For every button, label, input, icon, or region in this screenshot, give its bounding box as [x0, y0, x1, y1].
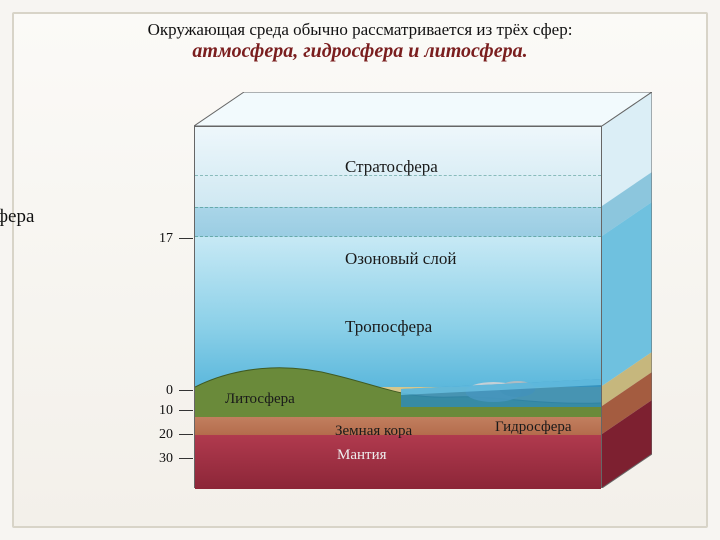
cube-front-face: Стратосфера Озоновый слой Тропосфера Лит… [194, 126, 602, 488]
ozone-label: Озоновый слой [345, 249, 456, 269]
title-line2: атмосфера, гидросфера и литосфера. [14, 40, 706, 63]
title-line1: Окружающая среда обычно рассматривается … [14, 20, 706, 40]
cube-top-face [194, 92, 652, 126]
tick-17: 17 [153, 231, 193, 247]
slide-frame: Окружающая среда обычно рассматривается … [12, 12, 708, 528]
tick-10: 10 [153, 403, 193, 419]
tick-0: 0 [153, 383, 193, 399]
atmosphere-label: Атмосфера [0, 206, 34, 228]
lithosphere-label: Литосфера [225, 391, 295, 408]
earth-spheres-diagram: Атмосфера Биосфера [54, 86, 670, 516]
cube-side-face [602, 92, 652, 488]
crust-label: Земная кора [335, 423, 412, 440]
hydrosphere-label: Гидросфера [495, 419, 572, 436]
hydrosphere-water [401, 375, 601, 407]
troposphere-label: Тропосфера [345, 317, 432, 337]
stratosphere-label: Стратосфера [345, 157, 438, 177]
mantle-label: Мантия [337, 447, 387, 464]
title-block: Окружающая среда обычно рассматривается … [14, 20, 706, 63]
layer-mantle [195, 435, 601, 489]
tick-20: 20 [153, 427, 193, 443]
cross-section-cube: Стратосфера Озоновый слой Тропосфера Лит… [194, 92, 652, 488]
layer-ozone [195, 207, 601, 237]
tick-30: 30 [153, 451, 193, 467]
